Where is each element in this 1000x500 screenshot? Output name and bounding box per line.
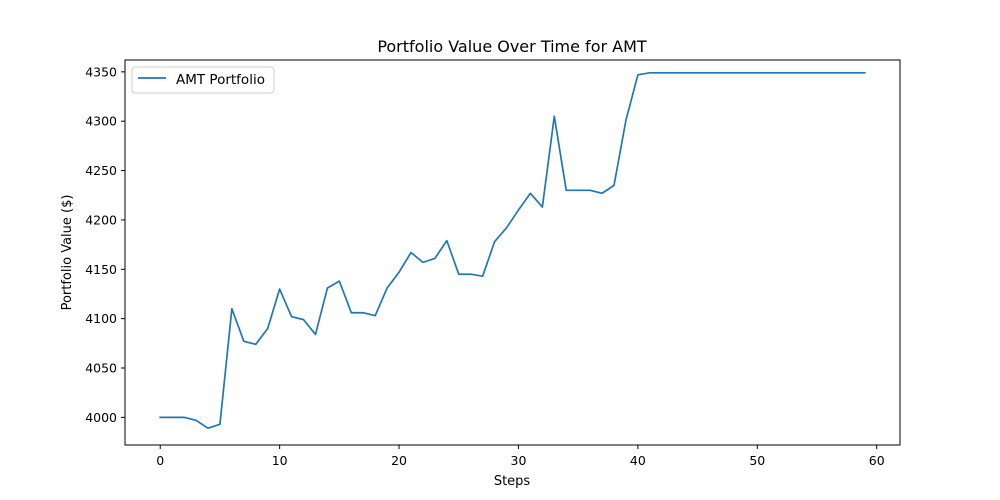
x-tick-label: 0 <box>156 453 164 468</box>
x-tick-label: 20 <box>391 453 407 468</box>
plot-frame <box>124 59 901 446</box>
y-tick-label: 4100 <box>85 311 117 326</box>
chart-title: Portfolio Value Over Time for AMT <box>377 37 647 56</box>
x-tick-label: 60 <box>869 453 885 468</box>
x-tick-label: 40 <box>630 453 646 468</box>
series-points <box>160 72 865 429</box>
x-tick-label: 10 <box>272 453 288 468</box>
y-axis-ticks: 4000 4050 4100 4150 4200 4250 4300 4350 <box>85 64 125 425</box>
x-axis-ticks: 0 10 20 30 40 50 60 <box>156 445 885 468</box>
y-tick-label: 4200 <box>85 212 117 227</box>
legend: AMT Portfolio <box>131 66 275 94</box>
series-line-amt-portfolio <box>159 71 866 430</box>
y-tick-label: 4250 <box>85 163 117 178</box>
x-axis-label: Steps <box>494 474 531 489</box>
y-tick-label: 4150 <box>85 262 117 277</box>
y-tick-label: 4000 <box>85 410 117 425</box>
y-tick-label: 4300 <box>85 114 117 129</box>
y-axis-label: Portfolio Value ($) <box>60 195 75 311</box>
y-tick-label: 4350 <box>85 64 117 79</box>
x-tick-label: 50 <box>749 453 765 468</box>
legend-label: AMT Portfolio <box>176 72 265 88</box>
legend-box <box>131 66 275 94</box>
x-tick-label: 30 <box>511 453 527 468</box>
y-tick-label: 4050 <box>85 361 117 376</box>
